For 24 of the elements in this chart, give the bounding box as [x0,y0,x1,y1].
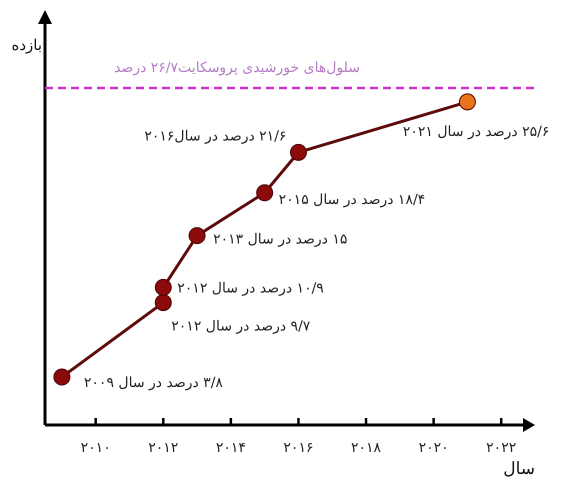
x-tick-label: ۲۰۱۸ [350,440,382,456]
x-tick-label: ۲۰۱۲ [148,440,178,456]
data-label: ۲۵/۶ درصد در سال ۲۰۲۱ [402,124,550,140]
x-tick-label: ۲۰۱۰ [80,440,111,456]
point [154,294,172,312]
data-label: ۹/۷ درصد در سال ۲۰۱۲ [171,318,311,335]
data-label: ۱۵ درصد در سال ۲۰۱۳ [213,232,348,248]
data-label: ۱۰/۹ درصد در سال ۲۰۱۲ [177,280,324,296]
point [256,184,274,202]
y-axis-title: بازده [11,36,42,54]
data-label: ۱۸/۴ درصد در سال ۲۰۱۵ [278,192,426,208]
point [458,93,476,110]
data-label: ۳/۸ درصد در سال ۲۰۰۹ [84,375,224,392]
point [154,278,172,296]
data-label: ۲۱/۶ درصد در سال۲۰۱۶ [144,128,286,144]
point [188,227,206,244]
x-tick-label: ۲۰۱۴ [216,440,246,456]
x-tick-label: ۲۰۱۶ [283,440,314,456]
x-axis-title: سال [503,459,535,479]
x-tick-label: ۲۰۲۰ [418,440,449,456]
x-tick-label: ۲۰۲۲ [486,440,516,456]
point [53,368,70,386]
point [290,144,307,161]
ref-line-label: سلول‌های خورشیدی پروسکایت۲۶/۷ درصد [114,60,360,76]
